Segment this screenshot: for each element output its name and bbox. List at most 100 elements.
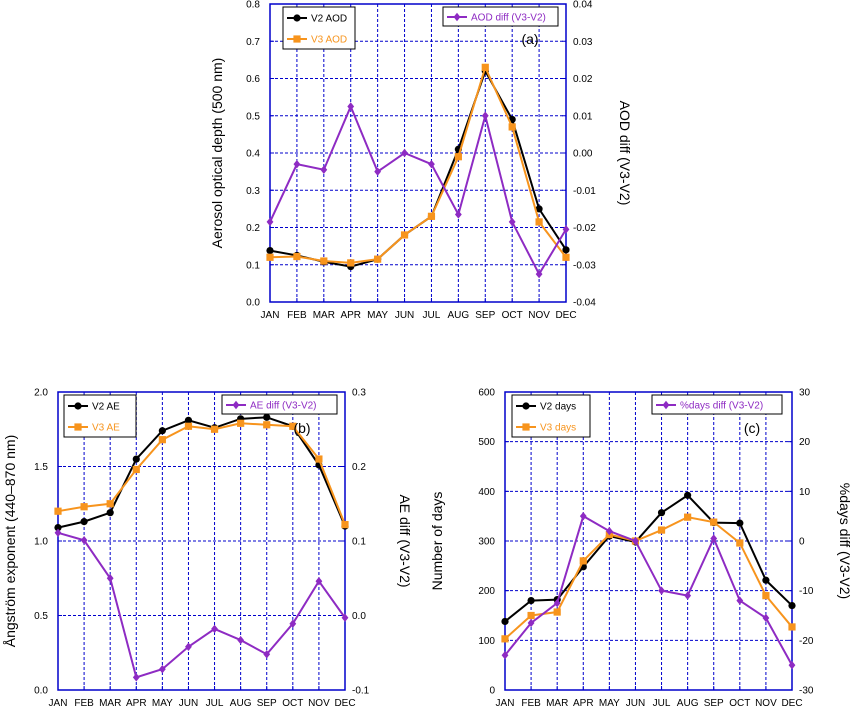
data-point bbox=[263, 421, 271, 429]
data-point bbox=[535, 218, 543, 226]
data-point bbox=[535, 269, 543, 279]
x-tick-label: SEP bbox=[475, 310, 495, 321]
data-point bbox=[315, 577, 323, 586]
data-point bbox=[535, 205, 543, 213]
data-point bbox=[427, 212, 436, 220]
y-tick-label: 200 bbox=[478, 586, 495, 597]
data-point bbox=[508, 123, 516, 131]
x-tick-label: JAN bbox=[496, 698, 515, 709]
data-point bbox=[562, 246, 570, 254]
x-tick-label: DEC bbox=[781, 698, 802, 709]
grid bbox=[505, 392, 792, 690]
y-tick-label: 0.0 bbox=[246, 298, 260, 309]
data-point bbox=[527, 618, 535, 628]
y2-tick-label: 0.3 bbox=[352, 388, 366, 399]
data-point bbox=[266, 217, 274, 227]
y-tick-label: 0.6 bbox=[246, 74, 260, 85]
data-point bbox=[454, 210, 462, 219]
y2-tick-label: 0.00 bbox=[573, 149, 593, 160]
data-point bbox=[237, 419, 245, 427]
grid bbox=[58, 392, 345, 690]
y2-axis-label: %days diff (V3-V2) bbox=[837, 483, 850, 599]
data-point bbox=[736, 539, 744, 547]
legend-left: V2 AOD V3 AOD bbox=[282, 6, 356, 50]
x-tick-label: AUG bbox=[677, 698, 699, 709]
data-point bbox=[266, 246, 274, 255]
panel-b-ae-chart: 0.0 0.5 1.0 1.5 2.0 -0.1 0.0 0.1 0.2 0.3 JAN FEB MAR… bbox=[2, 388, 413, 710]
data-point bbox=[106, 500, 114, 508]
y-tick-label: 500 bbox=[478, 437, 495, 448]
y2-tick-label: 0.1 bbox=[352, 537, 366, 548]
data-point bbox=[132, 465, 140, 474]
x-tick-label: NOV bbox=[755, 698, 777, 709]
data-point bbox=[266, 253, 274, 261]
data-point bbox=[211, 624, 218, 634]
data-point bbox=[374, 255, 382, 263]
y-tick-label: 0.1 bbox=[246, 260, 260, 271]
data-point bbox=[454, 153, 462, 161]
y2-tick-label: 0.2 bbox=[352, 462, 366, 473]
x-tick-label: JUL bbox=[653, 698, 671, 709]
data-point bbox=[263, 413, 271, 421]
y2-tick-label: -0.03 bbox=[573, 260, 596, 271]
data-point bbox=[710, 534, 718, 543]
data-point bbox=[501, 651, 509, 660]
legend-label: V3 AE bbox=[92, 423, 120, 434]
legend-box bbox=[221, 394, 338, 415]
y2-tick-label: 0.0 bbox=[352, 611, 366, 622]
x-tick-label: MAY bbox=[367, 310, 388, 321]
legend-swatch-marker bbox=[662, 400, 670, 410]
y2-tick-label: -0.04 bbox=[573, 298, 596, 309]
y-tick-label: 300 bbox=[478, 537, 495, 548]
panel-label: (c) bbox=[744, 420, 760, 436]
data-point bbox=[185, 642, 192, 651]
series-line bbox=[269, 64, 567, 264]
data-point bbox=[501, 635, 509, 643]
series-1 bbox=[266, 63, 570, 267]
y-axis-label: Aerosol optical depth (500 nm) bbox=[209, 58, 225, 249]
x-tick-label: AUG bbox=[448, 310, 470, 321]
y-axis-label: Ångström exponent (440–870 nm) bbox=[2, 435, 18, 647]
data-point bbox=[80, 518, 88, 526]
legend-left: V2 days V3 days bbox=[511, 394, 591, 438]
legend-label: V3 days bbox=[540, 423, 576, 434]
y2-tick-label: -0.01 bbox=[573, 186, 596, 197]
data-point bbox=[788, 660, 796, 670]
data-point bbox=[289, 422, 297, 430]
legend-left: V2 AE V3 AE bbox=[63, 394, 137, 438]
legend-swatch-marker bbox=[522, 423, 530, 431]
data-point bbox=[320, 257, 328, 265]
data-point bbox=[158, 427, 166, 435]
legend-label: V3 AOD bbox=[311, 35, 347, 46]
y-tick-label: 0.3 bbox=[246, 186, 260, 197]
x-tick-label: SEP bbox=[704, 698, 724, 709]
y2-axis-label: AE diff (V3-V2) bbox=[397, 494, 413, 587]
y2-tick-label: 0.04 bbox=[573, 0, 593, 11]
series-line bbox=[504, 516, 793, 640]
y2-tick-label: 10 bbox=[799, 487, 811, 498]
data-point bbox=[501, 617, 509, 626]
data-point bbox=[341, 521, 349, 529]
legend-swatch-marker bbox=[293, 35, 301, 43]
data-point bbox=[657, 526, 666, 534]
x-tick-label: OCT bbox=[282, 698, 303, 709]
y2-tick-label: -20 bbox=[799, 636, 814, 647]
data-point bbox=[736, 519, 744, 527]
data-point bbox=[293, 159, 301, 169]
legend-swatch-marker bbox=[453, 12, 461, 22]
data-point bbox=[263, 650, 271, 659]
legend-box bbox=[651, 394, 783, 415]
data-point bbox=[401, 148, 408, 158]
data-point bbox=[762, 613, 770, 623]
data-point bbox=[788, 601, 796, 610]
data-point bbox=[132, 455, 140, 463]
data-point bbox=[289, 619, 297, 628]
data-point bbox=[54, 528, 62, 538]
legend-box bbox=[442, 6, 559, 27]
data-point bbox=[80, 503, 88, 511]
y2-axis-label: AOD diff (V3-V2) bbox=[617, 101, 633, 206]
x-tick-label: JUL bbox=[206, 698, 224, 709]
legend-label: V2 AOD bbox=[311, 14, 347, 25]
y2-tick-label: -0.02 bbox=[573, 223, 596, 234]
x-tick-label: JUL bbox=[423, 310, 441, 321]
